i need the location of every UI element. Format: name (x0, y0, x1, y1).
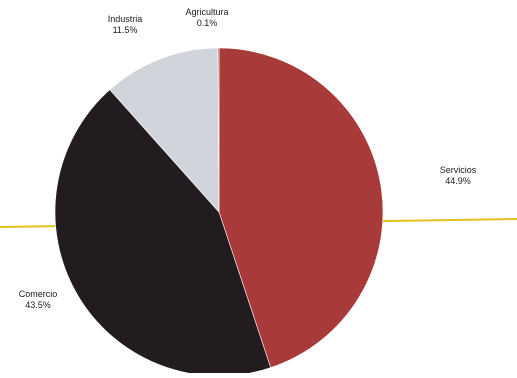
slice-value-servicios: 44.9% (445, 176, 471, 186)
pie-slice-servicios (218, 47, 384, 369)
slice-label-comercio: Comercio (19, 289, 58, 299)
pie-slice-industria (109, 47, 220, 213)
slice-label-industria: Industria (108, 14, 143, 24)
slice-label-agricultura: Agricultura (185, 7, 228, 17)
slice-value-comercio: 43.5% (25, 300, 51, 310)
slice-label-servicios: Servicios (440, 165, 477, 175)
pie-slice-agricultura (217, 47, 220, 213)
slices-layer (54, 47, 384, 377)
slice-value-agricultura: 0.1% (197, 18, 218, 28)
slice-value-industria: 11.5% (113, 25, 138, 35)
